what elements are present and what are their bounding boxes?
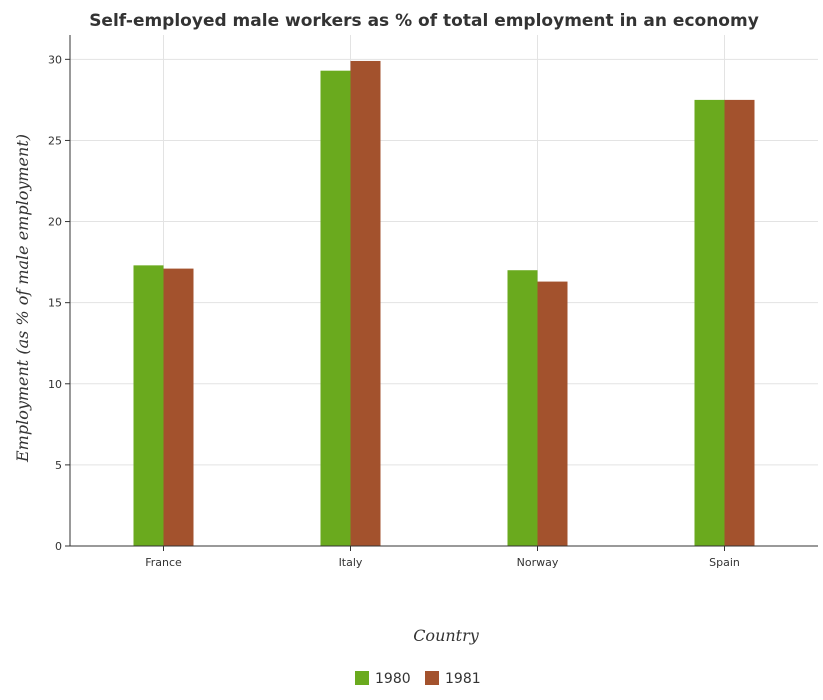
y-tick-label: 30 xyxy=(48,53,62,66)
y-ticks: 0 5 10 15 20 25 30 xyxy=(48,53,70,553)
legend-swatch-1981 xyxy=(425,671,439,685)
y-tick-label: 10 xyxy=(48,378,62,391)
axes xyxy=(69,35,818,547)
bar-1980-spain xyxy=(694,99,725,546)
y-tick-label: 5 xyxy=(55,459,62,472)
legend-label-1981: 1981 xyxy=(445,671,481,687)
y-tick-label: 0 xyxy=(55,540,62,553)
chart-title: Self-employed male workers as % of total… xyxy=(89,11,759,31)
legend: 1980 1981 xyxy=(355,671,481,687)
bar-1980-italy xyxy=(320,70,351,546)
legend-label-1980: 1980 xyxy=(375,671,411,687)
x-axis-label: Country xyxy=(413,626,480,645)
x-tick-label: France xyxy=(145,556,182,569)
y-axis-label: Employment (as % of male employment) xyxy=(13,134,32,463)
bar-1981-italy xyxy=(350,60,381,546)
x-tick-label: Norway xyxy=(517,556,559,569)
bars xyxy=(133,60,755,546)
bar-1980-norway xyxy=(507,270,538,546)
x-tick-label: Spain xyxy=(709,556,740,569)
y-tick-label: 15 xyxy=(48,297,62,310)
x-ticks: France Italy Norway Spain xyxy=(145,546,740,569)
x-tick-label: Italy xyxy=(339,556,363,569)
legend-swatch-1980 xyxy=(355,671,369,685)
bar-1981-france xyxy=(163,268,194,546)
y-tick-label: 20 xyxy=(48,216,62,229)
bar-1981-norway xyxy=(537,281,568,546)
bar-1980-france xyxy=(133,265,164,546)
bar-1981-spain xyxy=(724,99,755,546)
y-tick-label: 25 xyxy=(48,134,62,147)
